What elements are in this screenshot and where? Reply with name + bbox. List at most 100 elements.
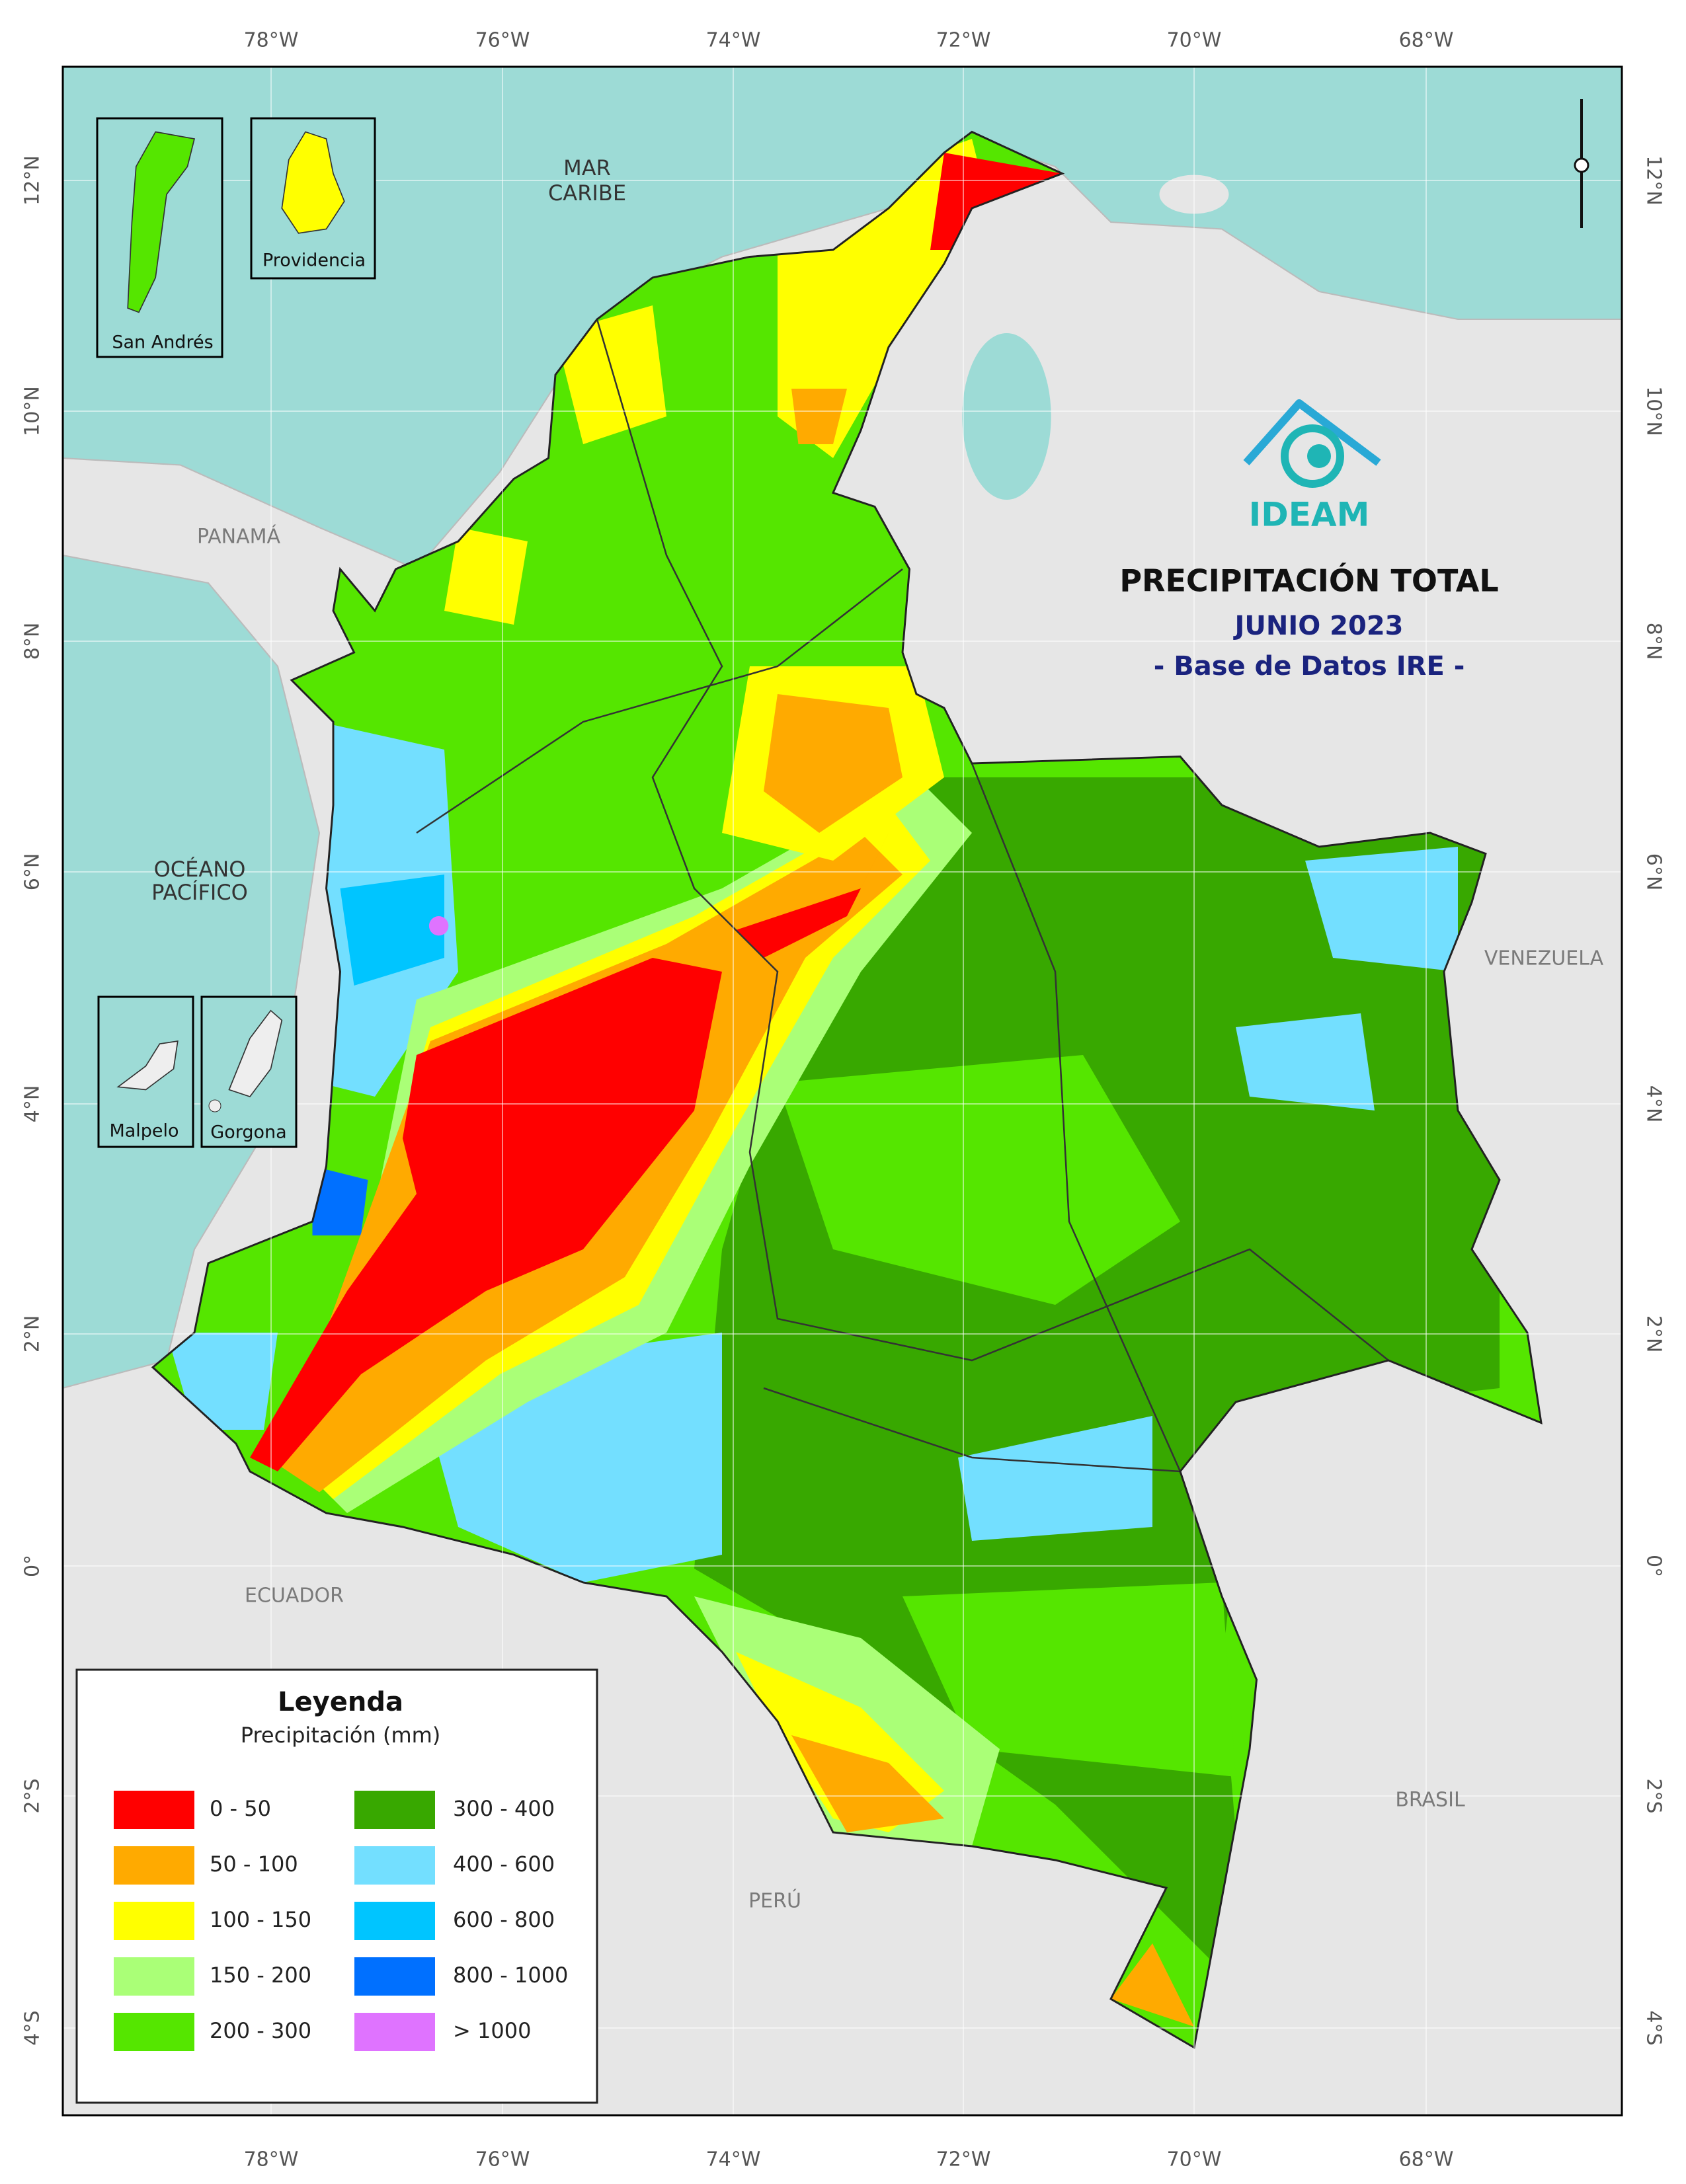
zone-400-600 — [957, 1416, 1152, 1541]
latitude-label: 2°N — [21, 1315, 44, 1353]
legend-swatch — [114, 2013, 194, 2051]
longitude-label: 76°W — [475, 29, 530, 52]
place-label: CARIBE — [548, 180, 626, 206]
legend-title: Leyenda — [278, 1687, 403, 1717]
latitude-label: 8°N — [21, 623, 44, 660]
place-label: ECUADOR — [245, 1584, 344, 1608]
inset-island — [127, 131, 196, 313]
latitude-label: 12°N — [21, 155, 44, 206]
north-arrow — [1574, 99, 1589, 228]
inset-island — [281, 131, 345, 234]
latitude-label: 8°N — [1642, 623, 1666, 660]
place-label: BRASIL — [1395, 1789, 1465, 1812]
legend-label: 200 - 300 — [210, 2018, 311, 2043]
inset-label: Providencia — [262, 251, 366, 271]
logo: IDEAM — [1243, 399, 1381, 534]
latitude-label: 2°N — [1642, 1315, 1666, 1353]
zone-800-1000 — [312, 1165, 368, 1235]
longitude-label: 78°W — [244, 2148, 299, 2171]
longitude-label: 76°W — [475, 2148, 530, 2171]
legend-label: 800 - 1000 — [453, 1963, 568, 1988]
place-label: PACÍFICO — [151, 880, 248, 905]
zone-400-600 — [1235, 1013, 1375, 1111]
legend-label: 0 - 50 — [210, 1796, 271, 1821]
department-boundary — [596, 319, 1389, 1362]
zone-50-100 — [764, 694, 903, 833]
longitude-label: 68°W — [1399, 29, 1454, 52]
latitude-label: 4°N — [1642, 1085, 1666, 1123]
zone-over-1000 — [428, 916, 449, 936]
zone-50-100 — [1110, 1943, 1194, 2027]
inset-label: Malpelo — [109, 1121, 179, 1142]
map-source: - Base de Datos IRE - — [1154, 651, 1465, 682]
zone-50-100 — [791, 389, 847, 444]
inset-island — [228, 1009, 283, 1097]
longitude-label: 74°W — [706, 29, 761, 52]
lake-maracaibo — [962, 332, 1051, 500]
latitude-label: 12°N — [1642, 155, 1666, 206]
map-frame — [61, 65, 1623, 2117]
north-arrow-circle — [1574, 157, 1589, 173]
zone-50-100 — [791, 1735, 944, 1832]
legend-label: 100 - 150 — [210, 1907, 311, 1932]
latitude-label: 0° — [1642, 1555, 1666, 1577]
zone-0-50 — [249, 957, 722, 1471]
latitude-label: 0° — [21, 1555, 44, 1577]
legend-swatch — [354, 1846, 435, 1885]
inset-islet — [208, 1099, 221, 1112]
legend-label: 50 - 100 — [210, 1852, 298, 1877]
legend-swatch — [354, 1791, 435, 1829]
zone-400-600 — [1305, 847, 1458, 972]
latitude-label: 4°S — [1642, 2010, 1666, 2045]
latitude-label: 6°N — [1642, 853, 1666, 891]
zone-0-50 — [736, 833, 889, 958]
longitude-label: 70°W — [1167, 2148, 1222, 2171]
logo-text: IDEAM — [1249, 496, 1370, 534]
legend-label: 400 - 600 — [453, 1852, 555, 1877]
legend-label: 150 - 200 — [210, 1963, 311, 1988]
legend-swatch — [354, 2013, 435, 2051]
longitude-label: 72°W — [936, 29, 991, 52]
logo-roof — [1243, 399, 1381, 466]
longitude-label: 74°W — [706, 2148, 761, 2171]
graticule — [63, 67, 1622, 2115]
legend-swatch — [354, 1902, 435, 1940]
legend-swatch — [114, 1846, 194, 1885]
latitude-label: 4°S — [21, 2010, 44, 2045]
latitude-label: 10°N — [21, 386, 44, 436]
longitude-label: 78°W — [244, 29, 299, 52]
zone-100-150 — [555, 305, 666, 444]
legend-swatch — [114, 1902, 194, 1940]
place-label: PANAMÁ — [197, 525, 281, 549]
logo-swirl — [1281, 424, 1344, 488]
logo-eye — [1307, 444, 1331, 468]
department-boundary — [763, 763, 1182, 1473]
legend-swatch — [114, 1957, 194, 1996]
zone-600-800 — [340, 875, 444, 986]
inset-island — [116, 1040, 179, 1091]
place-label: VENEZUELA — [1484, 947, 1604, 970]
colombia-border — [151, 130, 1543, 2049]
longitude-label: 70°W — [1167, 29, 1222, 52]
zone-100-150 — [444, 527, 528, 625]
latitude-label: 4°N — [21, 1085, 44, 1123]
legend-subtitle: Precipitación (mm) — [241, 1723, 441, 1748]
department-boundary — [416, 568, 903, 834]
latitude-label: 6°N — [21, 853, 44, 891]
latitude-label: 10°N — [1642, 386, 1666, 436]
latitude-label: 2°S — [1642, 1778, 1666, 1813]
legend-swatch — [354, 1957, 435, 1996]
longitude-label: 72°W — [936, 2148, 991, 2171]
insets: San Andrés Providencia Malpelo Gorgona — [96, 117, 376, 1148]
inset-label: Gorgona — [210, 1122, 286, 1143]
map-title: PRECIPITACIÓN TOTAL — [1119, 563, 1498, 599]
legend-label: 300 - 400 — [453, 1796, 555, 1821]
map-subtitle: JUNIO 2023 — [1233, 611, 1404, 641]
legend-label: 600 - 800 — [453, 1907, 555, 1932]
legend-label: > 1000 — [453, 2018, 531, 2043]
place-label: PERÚ — [748, 1889, 801, 1913]
zone-200-300 — [778, 1054, 1180, 1305]
zone-200-300 — [902, 1582, 1236, 1777]
